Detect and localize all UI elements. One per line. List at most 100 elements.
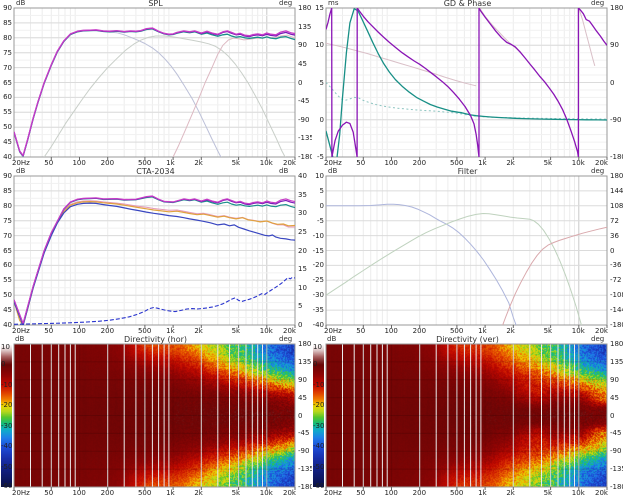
directivity-ver-panel: Directivity (ver) dB deg 10 0 -10 -20 -30 -40… <box>312 336 623 500</box>
tick-label: 40 <box>3 321 12 329</box>
tick-label: 50 <box>3 123 12 132</box>
tick-label: -90 <box>298 115 310 124</box>
sound-power-curve <box>14 202 295 325</box>
tick-label: 108 <box>610 201 623 210</box>
tick-label: 0 <box>319 115 324 124</box>
tick-label: -30 <box>1 421 13 430</box>
tick-label: 135 <box>610 357 623 366</box>
tick-label: 180 <box>610 4 623 12</box>
cta-2034-plot[interactable] <box>0 168 311 336</box>
tick-label: -10 <box>1 380 13 389</box>
tick-label: 5k <box>231 327 241 335</box>
tick-label: 10 <box>313 343 322 351</box>
cta-2034-title: CTA-2034 <box>136 167 175 176</box>
tick-label: 50 <box>44 159 54 167</box>
tick-label: 20k <box>283 327 296 335</box>
tick-label: -72 <box>610 276 622 285</box>
tick-label: -180 <box>610 321 623 329</box>
directivity-hor-heatmap[interactable] <box>14 344 295 487</box>
filter-panel: Filter dB deg 10 5 0 -5 -10 -15 -20 -25 -30 -35 -4… <box>312 168 623 336</box>
tick-label: 60 <box>3 93 12 102</box>
tick-label: 70 <box>3 63 12 72</box>
gd-phase-plot[interactable] <box>312 0 623 168</box>
tick-label: -5 <box>317 216 324 225</box>
dirv-grid-overlay <box>325 343 608 490</box>
spl-plot[interactable] <box>0 0 311 168</box>
tick-label: -5 <box>317 153 324 161</box>
dirh-colorbar <box>1 344 12 487</box>
tick-label: -36 <box>610 261 622 270</box>
tick-label: -144 <box>610 306 623 315</box>
tick-label: 90 <box>610 41 619 50</box>
tick-label: 0 <box>319 201 324 210</box>
tick-label: 50 <box>44 489 54 497</box>
tick-label: 20k <box>595 489 608 497</box>
tick-label: 10 <box>298 283 307 292</box>
directivity-hor-panel: Directivity (hor) dB deg 10 0 -10 -20 -30 -40… <box>0 335 314 500</box>
tick-label: 200 <box>412 159 427 167</box>
tick-label: 25 <box>298 227 307 236</box>
tick-label: 2k <box>506 327 515 335</box>
tick-label: 20k <box>595 327 608 335</box>
tick-label: 50 <box>356 159 366 167</box>
phase-curve <box>326 8 607 157</box>
tick-label: 200 <box>412 489 427 497</box>
tick-label: 90 <box>610 375 619 384</box>
tick-label: 180 <box>610 172 623 180</box>
cta-left-unit: dB <box>16 167 26 175</box>
tick-label: 10 <box>315 172 324 180</box>
tick-label: 2k <box>194 327 203 335</box>
tick-label: 75 <box>3 216 12 225</box>
directivity-ver-heatmap[interactable] <box>326 344 607 487</box>
filter-right-unit: deg <box>591 167 605 175</box>
phase-aux-1-curve <box>326 42 477 87</box>
tick-label: 45 <box>3 306 12 315</box>
gd-left-unit: ms <box>328 0 339 7</box>
tick-label: 20Hz <box>12 327 30 335</box>
tick-label: 135 <box>298 357 312 366</box>
tick-label: 180 <box>298 4 312 12</box>
tick-label: 10k <box>259 159 273 167</box>
tick-label: 5k <box>543 327 553 335</box>
lowpass-filter-curve <box>326 203 517 325</box>
tick-label: 20Hz <box>324 159 342 167</box>
tick-label: 100 <box>384 159 398 167</box>
tick-label: -135 <box>298 134 314 143</box>
directivity-hor-title: Directivity (hor) <box>123 335 188 344</box>
tick-label: 0 <box>313 360 318 369</box>
tick-label: -180 <box>610 153 623 161</box>
tick-label: 90 <box>3 4 12 12</box>
tick-label: 90 <box>298 41 307 50</box>
on-axis-magenta-curve <box>14 195 295 325</box>
tick-label: -45 <box>298 97 310 106</box>
tick-label: -50 <box>1 462 13 471</box>
tick-label: 5k <box>231 159 241 167</box>
tick-label: 55 <box>3 276 12 285</box>
tick-label: 1k <box>166 489 175 497</box>
woofer-spl-curve <box>14 30 222 157</box>
tick-label: -180 <box>298 153 314 161</box>
tick-label: 1k <box>166 159 175 167</box>
tick-label: 90 <box>298 375 307 384</box>
tick-label: 65 <box>3 246 12 255</box>
tick-label: 500 <box>449 489 464 497</box>
directivity-ver-title: Directivity (ver) <box>436 335 499 344</box>
filter-plot[interactable] <box>312 168 623 336</box>
tick-label: 0 <box>298 321 303 329</box>
group-delay-curve <box>326 8 607 157</box>
dirv-colorbar <box>313 344 324 487</box>
filter-title: Filter <box>457 167 478 176</box>
tick-label: 85 <box>3 18 12 27</box>
tick-label: 20Hz <box>324 489 342 497</box>
tick-label: 2k <box>194 159 203 167</box>
tick-label: 40 <box>298 172 307 180</box>
sound-power-di-curve <box>14 276 295 325</box>
tick-label: -10 <box>313 380 325 389</box>
tick-label: 100 <box>72 489 86 497</box>
tick-label: 200 <box>412 327 427 335</box>
tick-label: -40 <box>313 442 325 451</box>
early-reflections-curve <box>14 201 295 325</box>
tick-label: 50 <box>3 291 12 300</box>
tick-label: 20 <box>298 246 307 255</box>
tick-label: -135 <box>610 465 623 474</box>
